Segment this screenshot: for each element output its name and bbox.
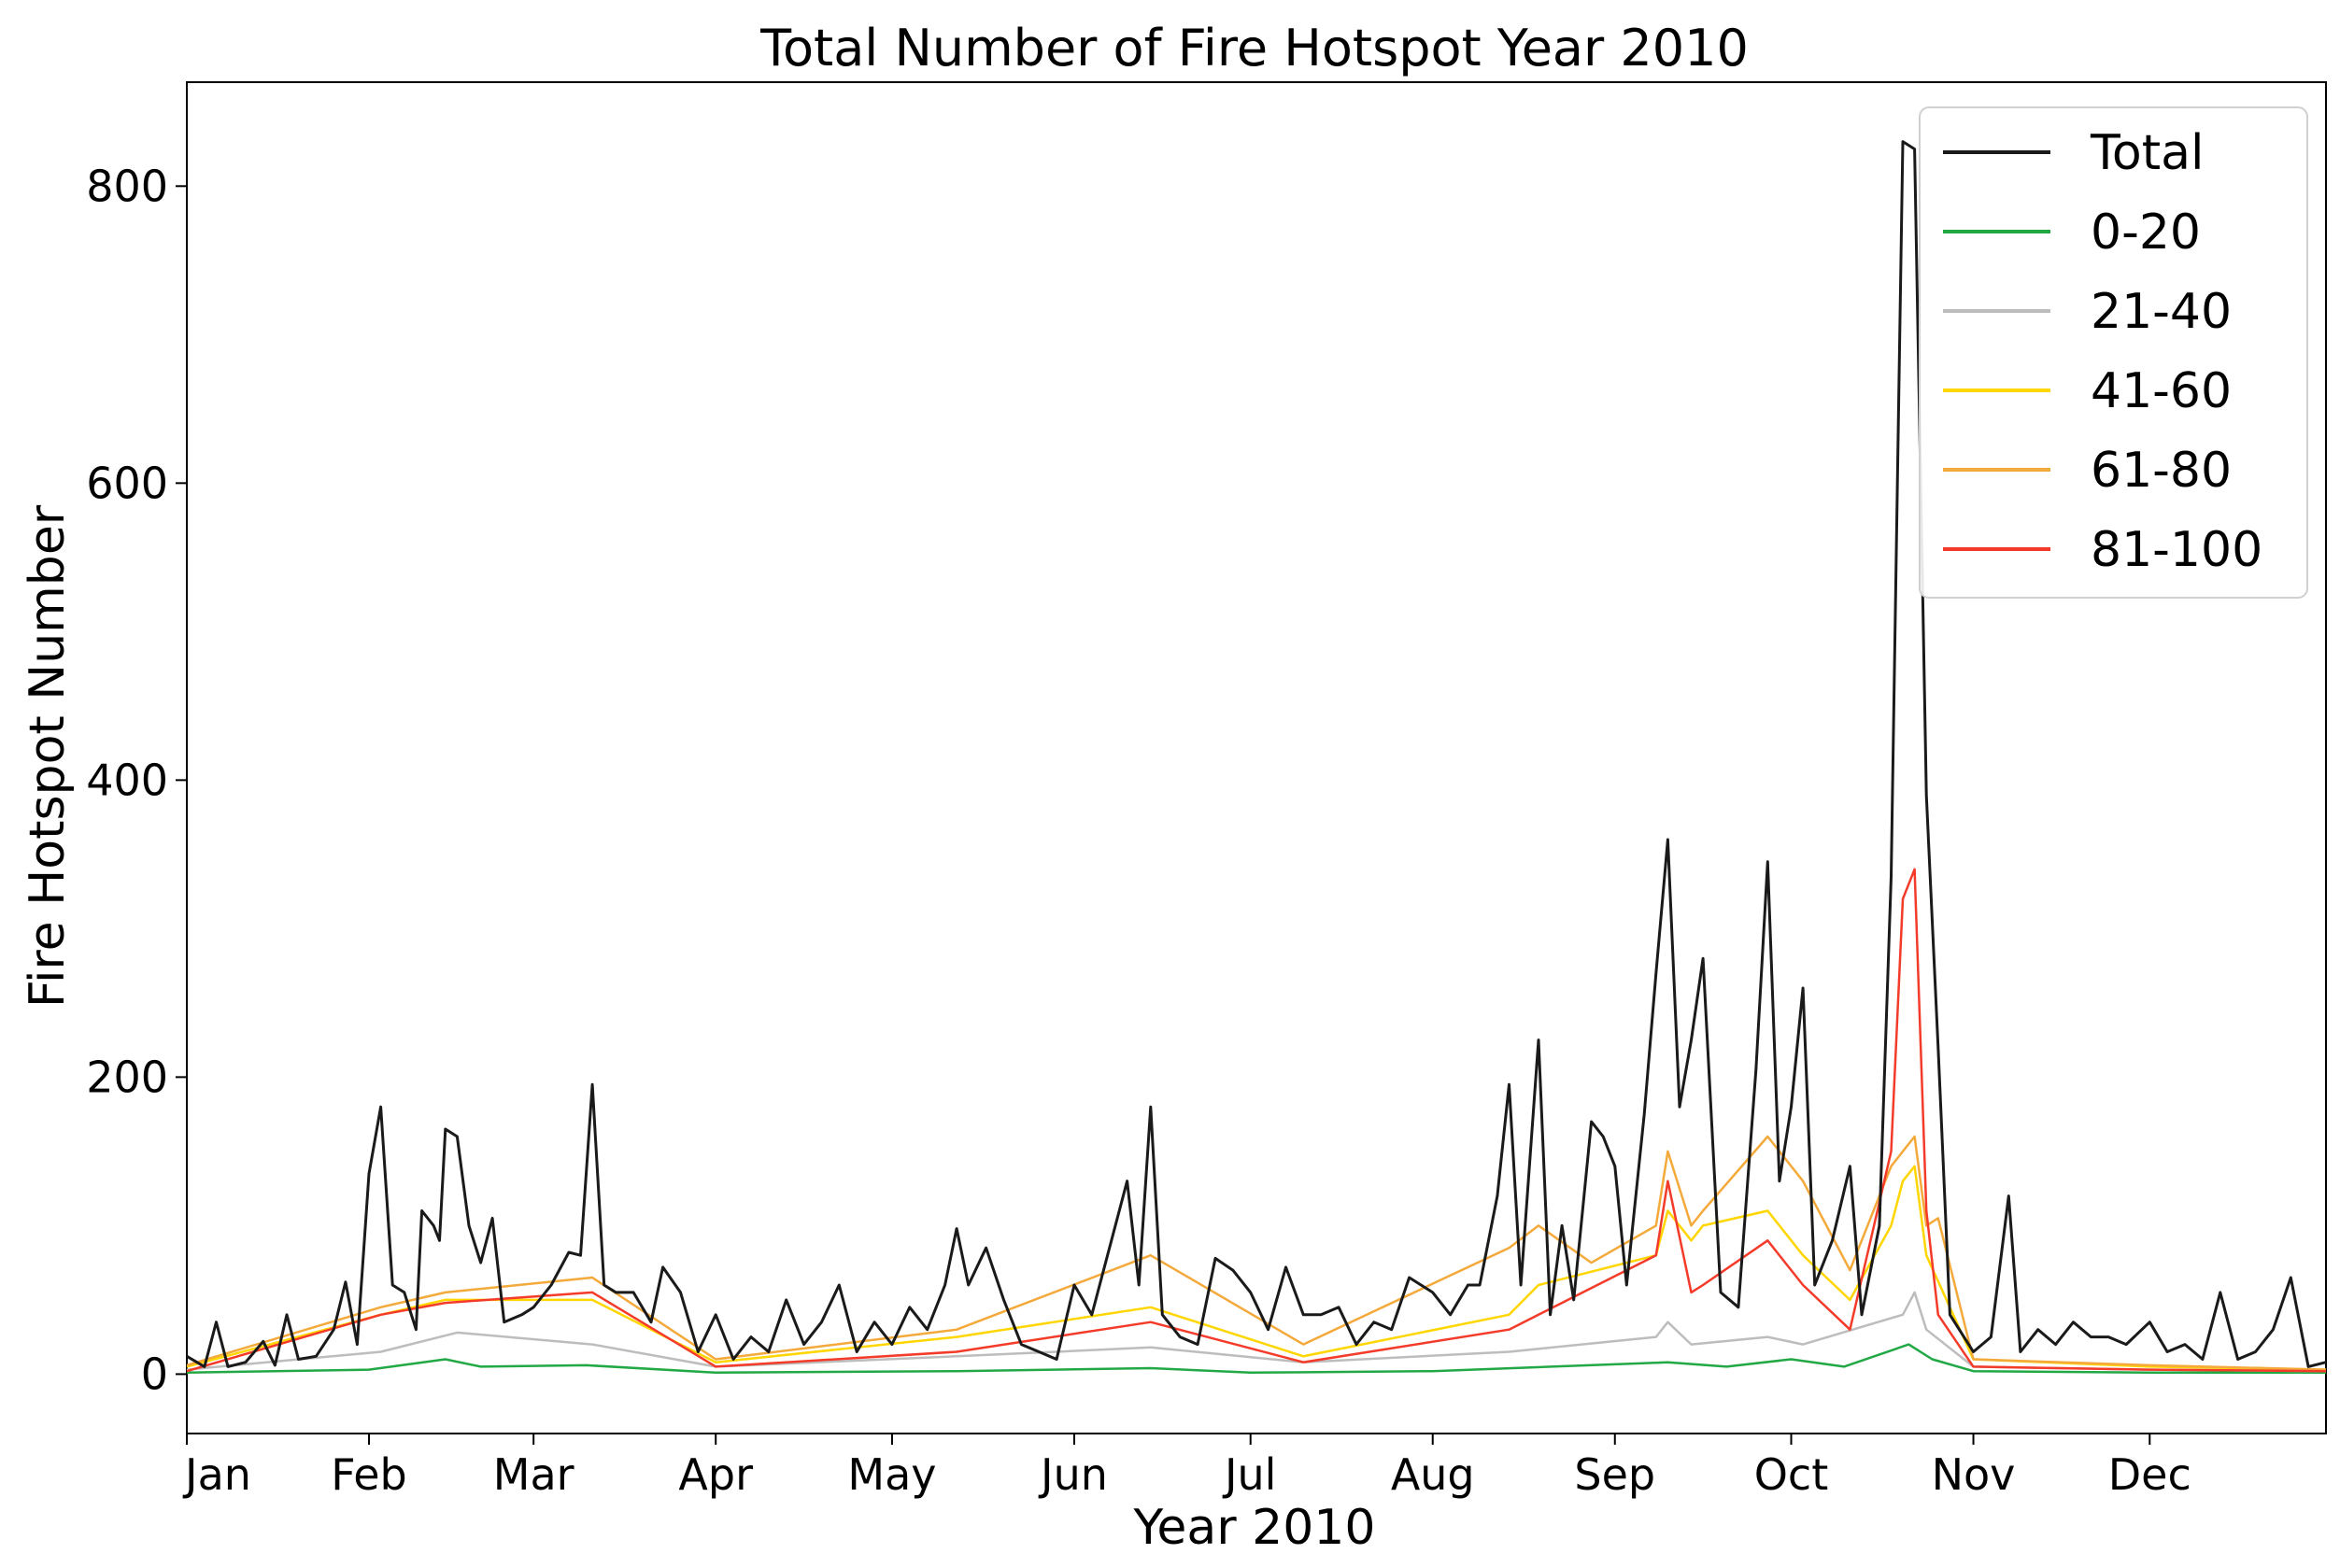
series-line-41-60 <box>186 1165 2327 1371</box>
x-tick-label: May <box>847 1449 936 1500</box>
chart-title: Total Number of Fire Hotspot Year 2010 <box>759 19 1749 78</box>
x-tick-label: Sep <box>1574 1449 1655 1500</box>
plot-area <box>186 81 2327 1434</box>
y-tick-label: 200 <box>86 1052 168 1102</box>
series-line-81-100 <box>186 868 2327 1373</box>
x-tick-label: Nov <box>1932 1449 2016 1500</box>
x-tick-label: Apr <box>678 1449 753 1500</box>
legend: Total 0-20 21-40 41-60 61-80 81-100 <box>1919 106 2308 599</box>
y-tick-label: 400 <box>86 755 168 805</box>
y-axis-label: Fire Hotspot Number <box>20 504 76 1008</box>
x-axis-label: Year 2010 <box>1133 1500 1376 1556</box>
legend-label: 0-20 <box>2091 205 2201 261</box>
y-tick-label: 800 <box>86 161 168 211</box>
series-line-0-20 <box>186 1343 2326 1375</box>
legend-label: 41-60 <box>2091 363 2232 419</box>
x-tick-label: Oct <box>1754 1449 1829 1500</box>
x-tick-label: Jan <box>182 1449 251 1500</box>
x-tick-label: Jul <box>1222 1449 1277 1500</box>
y-tick-label: 0 <box>141 1349 168 1399</box>
x-tick-label: Feb <box>331 1449 406 1500</box>
legend-label: 81-100 <box>2091 522 2262 578</box>
series-line-21-40 <box>186 1291 2327 1373</box>
legend-label: 21-40 <box>2091 284 2232 340</box>
legend-label: 61-80 <box>2091 443 2232 499</box>
x-tick-label: Aug <box>1391 1449 1475 1500</box>
x-axis: Jan Feb Mar Apr May Jun Jul Aug Sep Oct Nov Dec <box>182 1434 2191 1500</box>
legend-label: Total <box>2090 125 2204 181</box>
x-tick-label: Mar <box>493 1449 574 1500</box>
x-tick-label: Jun <box>1038 1449 1108 1500</box>
x-tick-label: Dec <box>2108 1449 2191 1500</box>
series-layer <box>186 140 2327 1375</box>
series-line-61-80 <box>186 1135 2327 1371</box>
y-axis: 0 200 400 600 800 <box>86 161 187 1399</box>
y-tick-label: 600 <box>86 458 168 508</box>
